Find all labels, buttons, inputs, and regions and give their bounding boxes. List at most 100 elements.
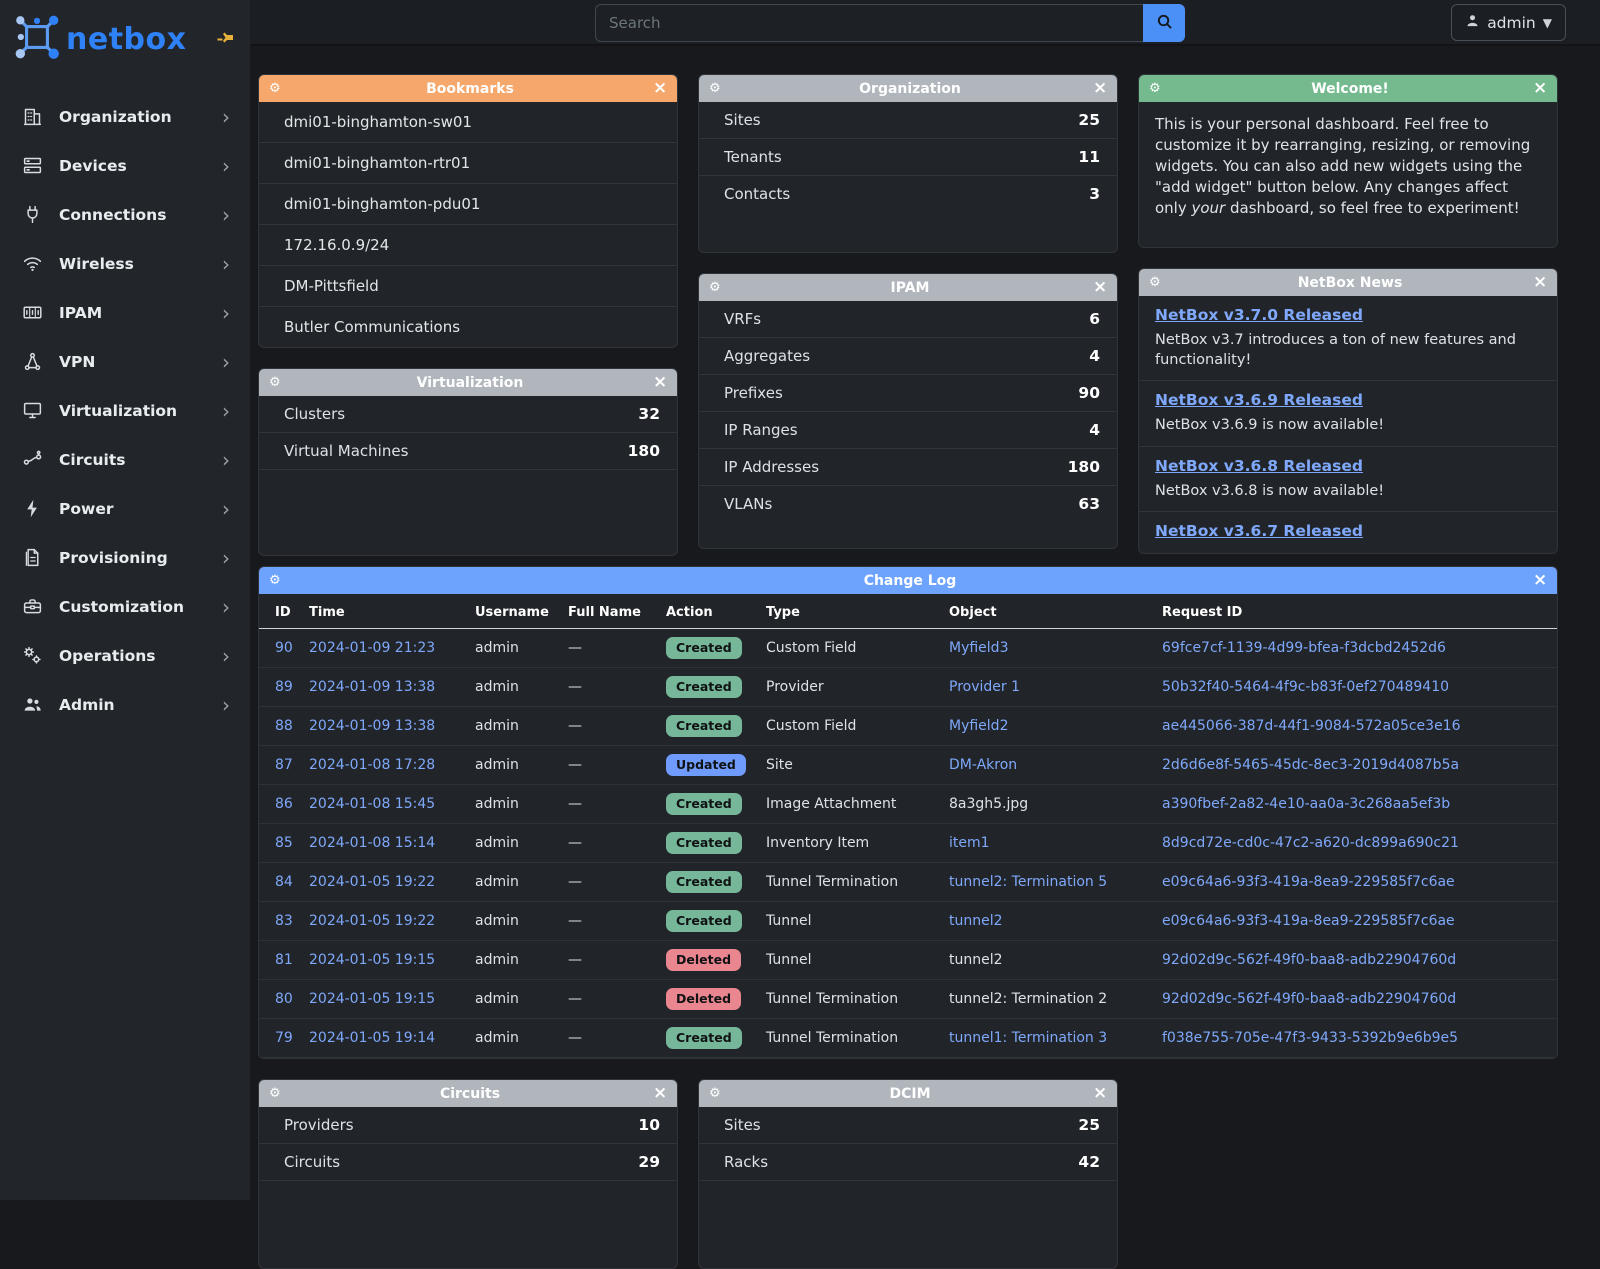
widget-close-icon[interactable]: × [1533, 80, 1547, 97]
changelog-request-id-link[interactable]: f038e755-705e-47f3-9433-5392b9e6b9e5 [1162, 1030, 1458, 1046]
user-menu-button[interactable]: admin ▼ [1451, 4, 1566, 41]
stat-row[interactable]: Circuits 29 [259, 1144, 677, 1181]
widget-config-icon[interactable]: ⚙ [709, 81, 727, 96]
changelog-id-link[interactable]: 89 [275, 679, 293, 695]
changelog-request-id-link[interactable]: 50b32f40-5464-4f9c-b83f-0ef270489410 [1162, 679, 1449, 695]
changelog-time-link[interactable]: 2024-01-08 15:45 [309, 796, 435, 812]
bookmark-link[interactable]: dmi01-binghamton-sw01 [259, 102, 677, 143]
stat-row[interactable]: Clusters 32 [259, 396, 677, 433]
changelog-request-id-link[interactable]: 69fce7cf-1139-4d99-bfea-f3dcbd2452d6 [1162, 640, 1446, 656]
stat-row[interactable]: Contacts 3 [699, 176, 1117, 212]
brand[interactable]: netbox [0, 0, 250, 82]
search-input[interactable] [595, 4, 1143, 42]
changelog-id-link[interactable]: 84 [275, 874, 293, 890]
sidebar-pin-icon[interactable] [217, 32, 234, 47]
stat-row[interactable]: IP Addresses 180 [699, 449, 1117, 486]
sidebar-item-connections[interactable]: Connections › [0, 190, 250, 239]
changelog-id-link[interactable]: 81 [275, 952, 293, 968]
changelog-object-link[interactable]: tunnel2 [949, 913, 1003, 929]
search-button[interactable] [1143, 4, 1185, 42]
changelog-time-link[interactable]: 2024-01-09 13:38 [309, 718, 435, 734]
news-link[interactable]: NetBox v3.6.8 Released [1155, 457, 1363, 475]
widget-close-icon[interactable]: × [653, 1085, 667, 1102]
widget-close-icon[interactable]: × [1533, 274, 1547, 291]
changelog-object-link[interactable]: Myfield2 [949, 718, 1008, 734]
changelog-id-link[interactable]: 86 [275, 796, 293, 812]
changelog-request-id-link[interactable]: 92d02d9c-562f-49f0-baa8-adb22904760d [1162, 991, 1456, 1007]
changelog-object-link[interactable]: tunnel1: Termination 3 [949, 1030, 1107, 1046]
widget-config-icon[interactable]: ⚙ [269, 573, 287, 588]
stat-row[interactable]: Racks 42 [699, 1144, 1117, 1181]
widget-close-icon[interactable]: × [653, 80, 667, 97]
changelog-object-link[interactable]: item1 [949, 835, 990, 851]
sidebar-item-admin[interactable]: Admin › [0, 680, 250, 729]
bookmark-link[interactable]: Butler Communications [259, 307, 677, 347]
stat-row[interactable]: Sites 25 [699, 1107, 1117, 1144]
changelog-id-link[interactable]: 90 [275, 640, 293, 656]
changelog-object-link[interactable]: DM-Akron [949, 757, 1017, 773]
stat-row[interactable]: Providers 10 [259, 1107, 677, 1144]
changelog-time-link[interactable]: 2024-01-05 19:15 [309, 952, 435, 968]
changelog-object-link[interactable]: Provider 1 [949, 679, 1020, 695]
changelog-id-link[interactable]: 88 [275, 718, 293, 734]
bookmark-link[interactable]: DM-Pittsfield [259, 266, 677, 307]
sidebar-item-devices[interactable]: Devices › [0, 141, 250, 190]
changelog-object-link[interactable]: Myfield3 [949, 640, 1008, 656]
widget-close-icon[interactable]: × [1533, 572, 1547, 589]
changelog-request-id-link[interactable]: 92d02d9c-562f-49f0-baa8-adb22904760d [1162, 952, 1456, 968]
widget-config-icon[interactable]: ⚙ [1149, 81, 1167, 96]
sidebar-item-wireless[interactable]: Wireless › [0, 239, 250, 288]
bookmark-link[interactable]: 172.16.0.9/24 [259, 225, 677, 266]
sidebar-item-vpn[interactable]: VPN › [0, 337, 250, 386]
stat-row[interactable]: VRFs 6 [699, 301, 1117, 338]
sidebar-item-power[interactable]: Power › [0, 484, 250, 533]
widget-config-icon[interactable]: ⚙ [709, 1086, 727, 1101]
changelog-time-link[interactable]: 2024-01-08 17:28 [309, 757, 435, 773]
sidebar-item-ipam[interactable]: IPAM › [0, 288, 250, 337]
changelog-object-link[interactable]: tunnel2: Termination 5 [949, 874, 1107, 890]
widget-close-icon[interactable]: × [1093, 279, 1107, 296]
widget-config-icon[interactable]: ⚙ [269, 375, 287, 390]
bookmark-link[interactable]: dmi01-binghamton-pdu01 [259, 184, 677, 225]
changelog-request-id-link[interactable]: 2d6d6e8f-5465-45dc-8ec3-2019d4087b5a [1162, 757, 1459, 773]
changelog-request-id-link[interactable]: a390fbef-2a82-4e10-aa0a-3c268aa5ef3b [1162, 796, 1450, 812]
sidebar-item-operations[interactable]: Operations › [0, 631, 250, 680]
changelog-id-link[interactable]: 85 [275, 835, 293, 851]
changelog-id-link[interactable]: 87 [275, 757, 293, 773]
changelog-request-id-link[interactable]: 8d9cd72e-cd0c-47c2-a620-dc899a690c21 [1162, 835, 1459, 851]
news-link[interactable]: NetBox v3.7.0 Released [1155, 306, 1363, 324]
sidebar-item-organization[interactable]: Organization › [0, 92, 250, 141]
stat-row[interactable]: Aggregates 4 [699, 338, 1117, 375]
changelog-id-link[interactable]: 79 [275, 1030, 293, 1046]
bookmark-link[interactable]: dmi01-binghamton-rtr01 [259, 143, 677, 184]
news-link[interactable]: NetBox v3.6.9 Released [1155, 391, 1363, 409]
widget-close-icon[interactable]: × [653, 374, 667, 391]
sidebar-item-virtualization[interactable]: Virtualization › [0, 386, 250, 435]
changelog-request-id-link[interactable]: ae445066-387d-44f1-9084-572a05ce3e16 [1162, 718, 1461, 734]
widget-config-icon[interactable]: ⚙ [1149, 275, 1167, 290]
stat-row[interactable]: Tenants 11 [699, 139, 1117, 176]
widget-config-icon[interactable]: ⚙ [269, 1086, 287, 1101]
changelog-request-id-link[interactable]: e09c64a6-93f3-419a-8ea9-229585f7c6ae [1162, 913, 1455, 929]
changelog-time-link[interactable]: 2024-01-05 19:15 [309, 991, 435, 1007]
changelog-time-link[interactable]: 2024-01-09 13:38 [309, 679, 435, 695]
widget-close-icon[interactable]: × [1093, 1085, 1107, 1102]
changelog-id-link[interactable]: 83 [275, 913, 293, 929]
widget-close-icon[interactable]: × [1093, 80, 1107, 97]
changelog-time-link[interactable]: 2024-01-05 19:22 [309, 913, 435, 929]
stat-row[interactable]: VLANs 63 [699, 486, 1117, 522]
stat-row[interactable]: IP Ranges 4 [699, 412, 1117, 449]
changelog-request-id-link[interactable]: e09c64a6-93f3-419a-8ea9-229585f7c6ae [1162, 874, 1455, 890]
changelog-time-link[interactable]: 2024-01-05 19:14 [309, 1030, 435, 1046]
changelog-id-link[interactable]: 80 [275, 991, 293, 1007]
changelog-time-link[interactable]: 2024-01-05 19:22 [309, 874, 435, 890]
stat-row[interactable]: Virtual Machines 180 [259, 433, 677, 470]
sidebar-item-provisioning[interactable]: Provisioning › [0, 533, 250, 582]
changelog-time-link[interactable]: 2024-01-08 15:14 [309, 835, 435, 851]
sidebar-item-customization[interactable]: Customization › [0, 582, 250, 631]
stat-row[interactable]: Prefixes 90 [699, 375, 1117, 412]
news-link[interactable]: NetBox v3.6.7 Released [1155, 522, 1363, 540]
widget-config-icon[interactable]: ⚙ [709, 280, 727, 295]
sidebar-item-circuits[interactable]: Circuits › [0, 435, 250, 484]
widget-config-icon[interactable]: ⚙ [269, 81, 287, 96]
